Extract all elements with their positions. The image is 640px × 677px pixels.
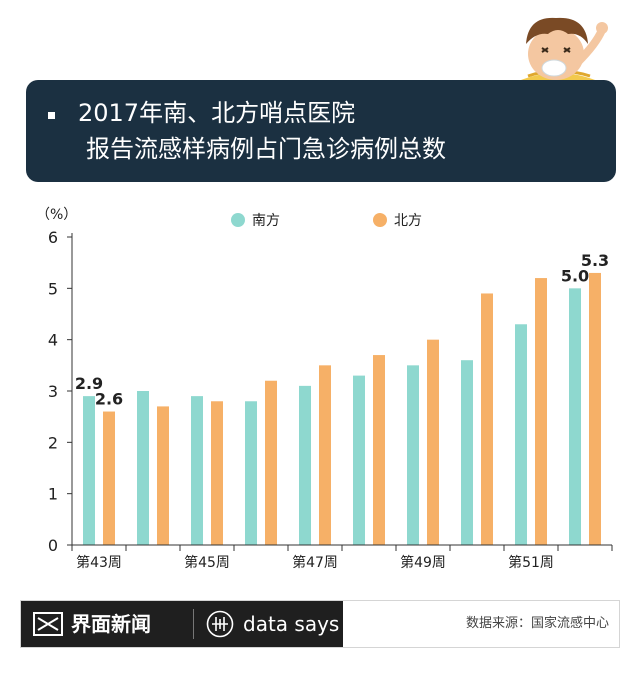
y-tick-label: 3 xyxy=(48,382,58,401)
bar-south-1 xyxy=(137,391,149,545)
bar-north-2 xyxy=(211,401,223,545)
data-source: 数据来源：国家流感中心 xyxy=(465,616,609,631)
x-axis: 第43周 第45周 第47周 第49周 第51周 xyxy=(71,544,613,571)
data-label: 2.6 xyxy=(95,390,123,409)
legend-label-south: 南方 xyxy=(252,213,280,229)
bar-south-8 xyxy=(515,324,527,545)
title-banner: 2017年南、北方哨点医院 报告流感样病例占门急诊病例总数 xyxy=(26,80,616,182)
bar-north-6 xyxy=(427,339,439,545)
bar-south-4 xyxy=(299,385,311,545)
footer-bar: 界面新闻 data says 数据来源：国家流感中心 xyxy=(20,600,620,648)
bar-north-3 xyxy=(265,380,277,545)
legend-swatch-north xyxy=(373,213,387,227)
chart-legend: 南方 北方 xyxy=(231,213,422,229)
y-axis: 0 1 2 3 4 5 6 xyxy=(48,228,73,555)
bar-north-9 xyxy=(589,272,601,545)
bar-south-9 xyxy=(569,288,581,545)
bar-north-5 xyxy=(373,355,385,545)
bar-south-7 xyxy=(461,360,473,545)
bar-south-3 xyxy=(245,401,257,545)
data-says-label: data says xyxy=(243,612,340,636)
bar-south-6 xyxy=(407,365,419,545)
legend-swatch-south xyxy=(231,213,245,227)
y-tick-label: 0 xyxy=(48,536,58,555)
bar-north-1 xyxy=(157,406,169,545)
bar-north-7 xyxy=(481,293,493,545)
chart-title-line-1: 2017年南、北方哨点医院 xyxy=(78,99,356,127)
x-tick-label: 第45周 xyxy=(184,554,230,571)
x-tick-label: 第43周 xyxy=(76,554,122,571)
jiemian-logo-icon xyxy=(33,612,63,636)
bar-south-5 xyxy=(353,375,365,545)
bars-group xyxy=(83,272,601,545)
x-tick-label: 第47周 xyxy=(292,554,338,571)
data-label: 2.9 xyxy=(75,374,103,393)
y-tick-label: 6 xyxy=(48,228,58,247)
bar-north-8 xyxy=(535,278,547,545)
bullet-icon xyxy=(48,112,55,119)
bar-south-2 xyxy=(191,396,203,545)
bar-north-0 xyxy=(103,411,115,545)
bar-north-4 xyxy=(319,365,331,545)
brand-divider xyxy=(193,609,194,639)
x-tick-label: 第51周 xyxy=(508,554,554,571)
brand-block: 界面新闻 data says xyxy=(21,601,343,647)
y-tick-label: 1 xyxy=(48,485,58,504)
data-label: 5.0 xyxy=(561,266,589,285)
brand-name: 界面新闻 xyxy=(71,612,151,636)
chart-title-line-2: 报告流感样病例占门急诊病例总数 xyxy=(86,135,446,163)
legend-label-north: 北方 xyxy=(394,213,422,229)
y-tick-label: 5 xyxy=(48,279,58,298)
y-tick-label: 2 xyxy=(48,433,58,452)
data-labels-group: 2.92.6 5.05.3 xyxy=(75,251,609,409)
y-tick-label: 4 xyxy=(48,331,58,350)
bar-south-0 xyxy=(83,396,95,545)
data-label: 5.3 xyxy=(581,251,609,270)
x-tick-label: 第49周 xyxy=(400,554,446,571)
y-unit-label: （%） xyxy=(36,207,77,223)
data-says-icon xyxy=(206,610,234,638)
